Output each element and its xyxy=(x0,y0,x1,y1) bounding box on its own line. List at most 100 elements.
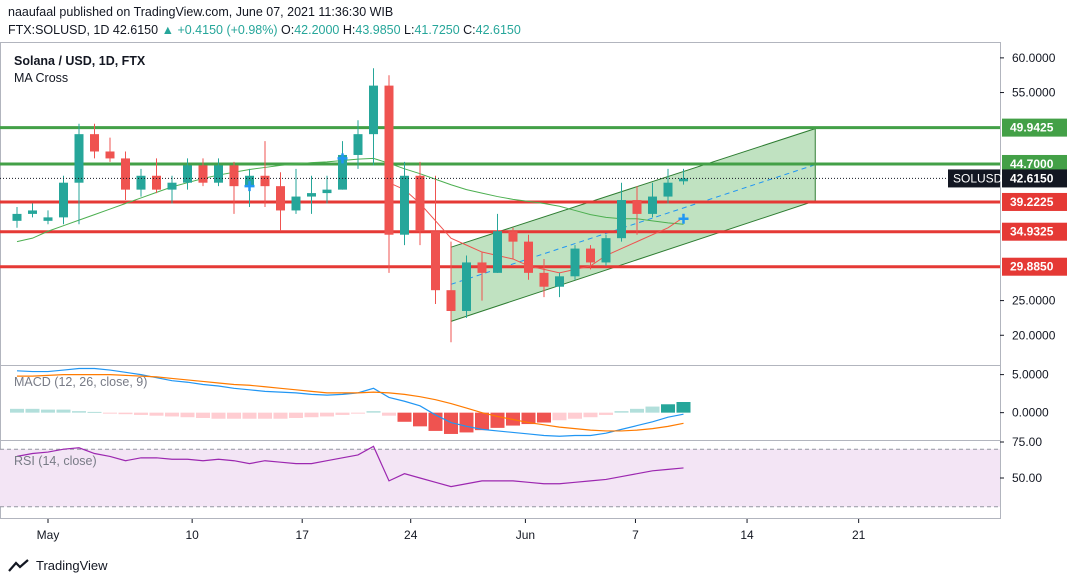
candle-body xyxy=(462,262,471,311)
y-tick-label: 25.0000 xyxy=(1012,294,1056,308)
last-price: 42.6150 xyxy=(112,23,159,37)
macd-histogram-bar xyxy=(335,412,350,415)
candle-body xyxy=(12,213,22,221)
candle-body xyxy=(245,175,254,187)
current-price-bg xyxy=(1002,169,1067,188)
candle-body xyxy=(121,158,130,190)
candle-body xyxy=(524,241,533,273)
candle-body xyxy=(369,85,378,135)
candle-body xyxy=(229,165,239,187)
level-label: 44.7000 xyxy=(1010,157,1054,171)
x-tick-label: 14 xyxy=(740,528,754,542)
x-tick-label: 10 xyxy=(185,528,199,542)
candle-body xyxy=(43,217,53,221)
macd-histogram-bar xyxy=(351,412,365,414)
open-value: 42.2000 xyxy=(294,23,340,37)
macd-histogram-bar xyxy=(227,412,241,419)
candle-body xyxy=(198,165,208,183)
candle-body xyxy=(183,165,192,183)
candle-body xyxy=(384,85,394,235)
level-label: 39.2225 xyxy=(1010,195,1054,209)
macd-histogram-bar xyxy=(103,412,117,414)
macd-histogram-bar xyxy=(258,412,272,419)
candle-body xyxy=(353,134,363,155)
candle-body xyxy=(586,248,595,263)
x-tick-label: 17 xyxy=(296,528,310,542)
macd-histogram-bar xyxy=(149,412,164,416)
macd-histogram-bar xyxy=(645,406,660,413)
macd-histogram-bar xyxy=(196,412,210,418)
macd-histogram-bar xyxy=(583,412,598,418)
level-label: 29.8850 xyxy=(1010,260,1054,274)
candle-body xyxy=(28,210,37,214)
x-tick-label: 21 xyxy=(852,528,866,542)
candle-body xyxy=(617,200,626,239)
macd-histogram-bar xyxy=(568,412,582,419)
level-label-bg xyxy=(1002,118,1067,137)
close-value: 42.6150 xyxy=(475,23,521,37)
symbol-tag: SOLUSD xyxy=(953,171,1003,185)
symbol-tag-bg xyxy=(948,169,1000,188)
y-tick-label: 20.0000 xyxy=(1012,328,1056,342)
level-label: 49.9425 xyxy=(1010,121,1054,135)
candle-body xyxy=(493,231,502,273)
candle-body xyxy=(601,238,611,263)
level-label-bg xyxy=(1002,154,1067,173)
x-tick-label: Jun xyxy=(516,528,535,542)
symbol-ohlc-line: FTX:SOLUSD, 1D 42.6150 ▲ +0.4150 (+0.98%… xyxy=(8,23,521,37)
y-tick-label: 60.0000 xyxy=(1012,51,1056,65)
macd-histogram-bar xyxy=(614,411,629,413)
macd-histogram-bar xyxy=(41,409,55,413)
macd-histogram-bar xyxy=(56,409,71,413)
macd-histogram-bar xyxy=(25,408,40,413)
ma-fast-line xyxy=(388,182,684,274)
candle-body xyxy=(291,196,301,211)
candle-body xyxy=(276,186,285,211)
macd-histogram-bar xyxy=(134,412,148,415)
macd-histogram-bar xyxy=(366,411,381,413)
signal-line xyxy=(17,374,684,432)
tradingview-logo-icon xyxy=(8,558,29,572)
candle-body xyxy=(214,165,223,183)
level-label-bg xyxy=(1002,192,1067,211)
macd-histogram-bar xyxy=(242,412,257,419)
level-label: 34.9325 xyxy=(1010,225,1054,239)
macd-histogram-bar xyxy=(382,412,396,416)
candle-body xyxy=(59,182,68,218)
macd-histogram-bar xyxy=(320,412,334,417)
high-value: 43.9850 xyxy=(355,23,401,37)
candle-body xyxy=(136,175,146,190)
candle-body xyxy=(415,175,425,232)
low-value: 41.7250 xyxy=(414,23,460,37)
macd-tick-label: 0.0000 xyxy=(1012,406,1049,420)
candle-body xyxy=(431,231,440,291)
macd-histogram-bar xyxy=(289,412,303,418)
candle-body xyxy=(338,154,347,190)
candle-body xyxy=(679,178,688,182)
x-tick-label: 24 xyxy=(404,528,418,542)
macd-histogram-bar xyxy=(165,412,179,417)
candle-body xyxy=(167,182,177,190)
macd-histogram-bar xyxy=(180,412,195,418)
ma-cross-icon xyxy=(244,181,255,192)
macd-histogram-bar xyxy=(521,412,536,425)
chart-area[interactable]: 60.0000 55.0000 25.0000 20.0000 49.9425 44.70… xyxy=(0,42,1073,552)
candle-body xyxy=(90,134,99,152)
macd-histogram-bar xyxy=(444,412,458,434)
macd-histogram-bar xyxy=(661,404,675,413)
candle-body xyxy=(74,134,84,183)
publisher-info: naaufaal published on TradingView.com, J… xyxy=(8,5,394,19)
macd-histogram-bar xyxy=(273,412,288,419)
indicator-label: MA Cross xyxy=(14,71,68,85)
rsi-tick-label: 75.00 xyxy=(1012,435,1042,449)
macd-histogram-bar xyxy=(552,412,567,421)
chart-title: Solana / USD, 1D, FTX xyxy=(14,54,146,68)
macd-histogram-bar xyxy=(630,408,644,413)
candle-body xyxy=(260,175,270,187)
rsi-tick-label: 50.00 xyxy=(1012,471,1042,485)
ma-cross-icon xyxy=(678,213,689,224)
macd-histogram-bar xyxy=(413,412,427,427)
macd-tick-label: 5.0000 xyxy=(1012,368,1049,382)
candle-body xyxy=(400,175,409,235)
macd-histogram-bar xyxy=(490,412,505,428)
